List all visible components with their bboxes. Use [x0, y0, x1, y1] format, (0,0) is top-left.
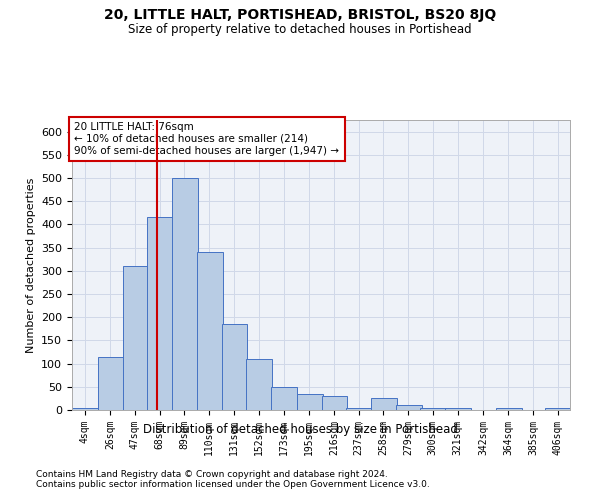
Text: Contains HM Land Registry data © Crown copyright and database right 2024.: Contains HM Land Registry data © Crown c… — [36, 470, 388, 479]
Bar — [496, 408, 522, 410]
Bar — [72, 408, 98, 410]
Bar — [197, 252, 223, 410]
Bar — [297, 394, 323, 410]
Bar — [148, 218, 173, 410]
Bar — [346, 408, 372, 410]
Bar — [98, 356, 124, 410]
Bar — [122, 266, 149, 410]
Text: 20 LITTLE HALT: 76sqm
← 10% of detached houses are smaller (214)
90% of semi-det: 20 LITTLE HALT: 76sqm ← 10% of detached … — [74, 122, 340, 156]
Bar — [371, 398, 397, 410]
Bar — [221, 324, 247, 410]
Bar — [396, 406, 422, 410]
Bar — [421, 408, 446, 410]
Text: Contains public sector information licensed under the Open Government Licence v3: Contains public sector information licen… — [36, 480, 430, 489]
Text: Size of property relative to detached houses in Portishead: Size of property relative to detached ho… — [128, 22, 472, 36]
Y-axis label: Number of detached properties: Number of detached properties — [26, 178, 35, 352]
Bar — [271, 387, 297, 410]
Bar — [545, 408, 571, 410]
Bar — [445, 408, 471, 410]
Bar — [172, 178, 198, 410]
Text: Distribution of detached houses by size in Portishead: Distribution of detached houses by size … — [143, 422, 457, 436]
Text: 20, LITTLE HALT, PORTISHEAD, BRISTOL, BS20 8JQ: 20, LITTLE HALT, PORTISHEAD, BRISTOL, BS… — [104, 8, 496, 22]
Bar — [246, 359, 272, 410]
Bar — [322, 396, 347, 410]
